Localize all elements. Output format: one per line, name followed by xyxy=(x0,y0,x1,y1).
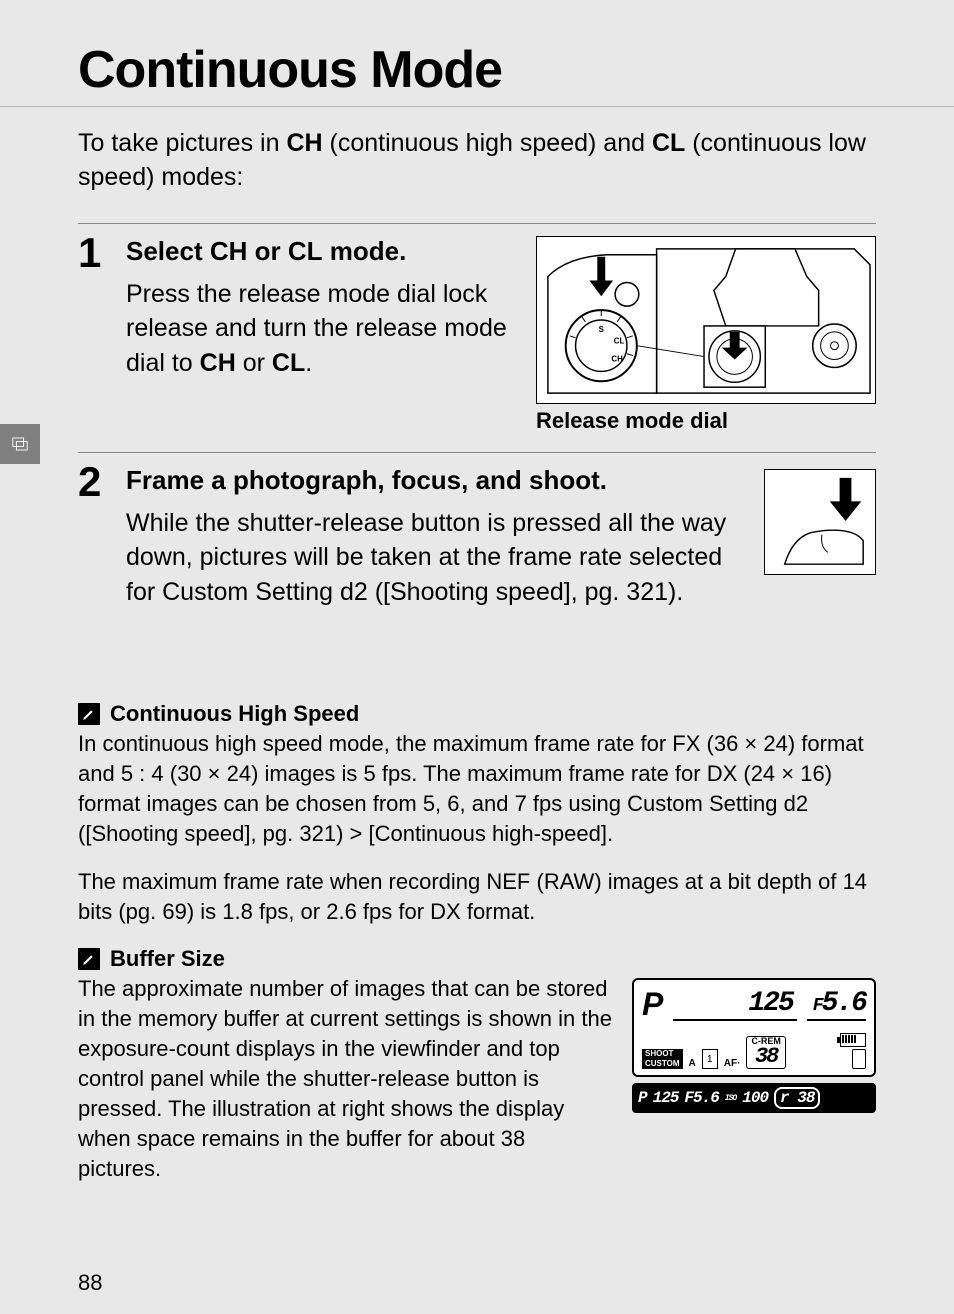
shutter-press-illustration xyxy=(764,469,876,575)
step-1-heading: Select CH or CL mode. xyxy=(126,236,516,267)
step-2-body: While the shutter-release button is pres… xyxy=(126,506,746,610)
svg-text:S: S xyxy=(599,324,604,333)
step-2-heading: Frame a photograph, focus, and shoot. xyxy=(126,465,746,496)
control-panel-illustration: P 125 F5.6 SHOOT CUSTOM A 1 AF· C-REM xyxy=(632,978,876,1113)
lcd-shoot-custom-badge: SHOOT CUSTOM xyxy=(642,1049,683,1069)
viewfinder-buffer-count: r 38 xyxy=(774,1087,820,1109)
lcd-aperture: F5.6 xyxy=(807,988,866,1021)
lcd-crem: C-REM 38 xyxy=(746,1036,786,1069)
lcd-card-icon: 1 xyxy=(702,1049,718,1069)
intro-text: To take pictures in CH (continuous high … xyxy=(0,107,954,223)
svg-text:CH: CH xyxy=(611,354,623,363)
battery-icon xyxy=(840,1033,866,1047)
pencil-note-icon xyxy=(78,948,100,970)
step-1-body: Press the release mode dial lock release… xyxy=(126,277,516,381)
note-chs-p2: The maximum frame rate when recording NE… xyxy=(78,867,876,927)
lcd-af: AF· xyxy=(724,1058,741,1069)
lcd-mode: P xyxy=(642,986,663,1023)
viewfinder-display: P 125 F5.6 ISO 100 r 38 xyxy=(632,1083,876,1113)
page-title: Continuous Mode xyxy=(0,40,954,107)
lcd-shutter: 125 xyxy=(673,988,796,1021)
note-chs-p1: In continuous high speed mode, the maxim… xyxy=(78,729,876,849)
note-buffer-title: Buffer Size xyxy=(110,946,225,972)
release-mode-dial-illustration: S CL CH xyxy=(536,236,876,404)
note-chs-title: Continuous High Speed xyxy=(110,701,359,727)
step-2-number: 2 xyxy=(78,461,108,503)
illustration-caption: Release mode dial xyxy=(536,408,876,434)
svg-text:CL: CL xyxy=(614,336,625,345)
sd-card-icon xyxy=(852,1049,866,1069)
note-buffer-body: The approximate number of images that ca… xyxy=(78,974,614,1183)
pencil-note-icon xyxy=(78,703,100,725)
section-tab-icon xyxy=(0,424,40,464)
page-number: 88 xyxy=(78,1270,102,1296)
step-1-number: 1 xyxy=(78,232,108,274)
